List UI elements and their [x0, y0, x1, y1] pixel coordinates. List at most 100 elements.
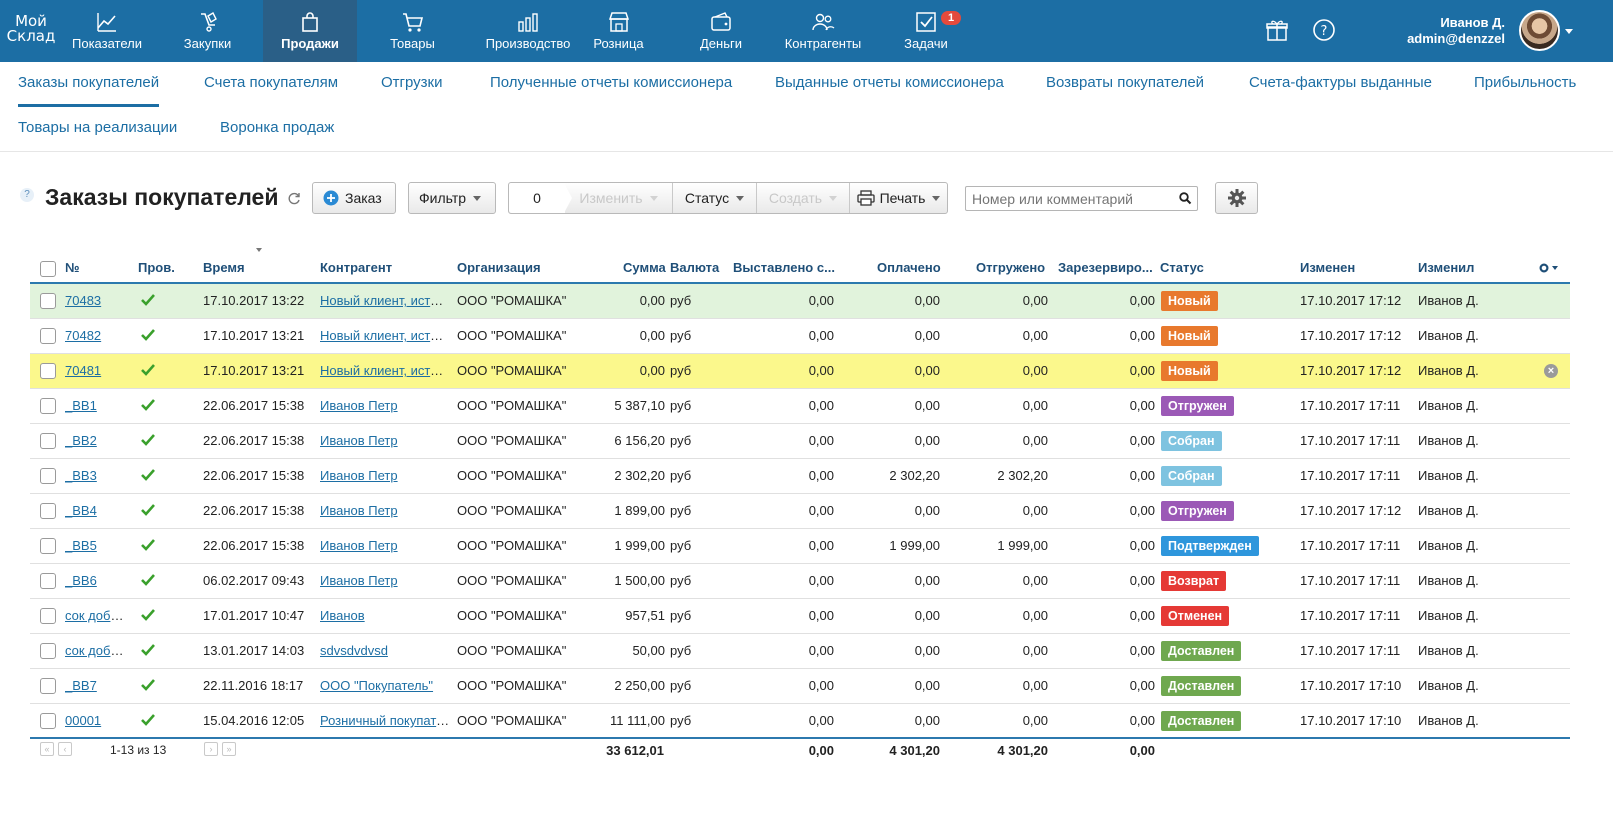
- status-badge[interactable]: Новый: [1161, 361, 1218, 381]
- counterparty-link[interactable]: sdvsdvdvsd: [320, 643, 388, 658]
- status-button[interactable]: Статус: [672, 183, 756, 213]
- nav-item-money[interactable]: Деньги: [690, 0, 752, 62]
- avatar[interactable]: [1519, 10, 1560, 51]
- nav-item-goods[interactable]: Товары: [370, 0, 455, 62]
- row-checkbox[interactable]: [40, 503, 56, 519]
- order-number-link[interactable]: сок добр...: [65, 608, 127, 623]
- nav-item-purchases[interactable]: Закупки: [165, 0, 250, 62]
- order-number-link[interactable]: _BB2: [65, 433, 97, 448]
- row-checkbox[interactable]: [40, 573, 56, 589]
- table-row[interactable]: _BB3 22.06.2017 15:38 Иванов Петр ООО "РОМА…: [30, 459, 1570, 494]
- column-changed[interactable]: Изменен: [1300, 260, 1356, 275]
- counterparty-link[interactable]: Розничный покупате...: [320, 713, 450, 728]
- status-badge[interactable]: Собран: [1161, 431, 1222, 451]
- row-checkbox[interactable]: [40, 608, 56, 624]
- order-number-link[interactable]: _BB4: [65, 503, 97, 518]
- column-changed-by[interactable]: Изменил: [1418, 260, 1475, 275]
- counterparty-link[interactable]: Иванов Петр: [320, 433, 398, 448]
- table-row[interactable]: сок добр... 13.01.2017 14:03 sdvsdvdvsd ООО…: [30, 634, 1570, 669]
- column-time[interactable]: Время: [203, 260, 245, 275]
- status-badge[interactable]: Отгружен: [1161, 501, 1234, 521]
- nav-item-sales[interactable]: Продажи: [263, 0, 357, 62]
- status-badge[interactable]: Доставлен: [1161, 676, 1242, 696]
- counterparty-link[interactable]: Иванов Петр: [320, 398, 398, 413]
- search-icon[interactable]: [1178, 191, 1192, 205]
- nav-item-counterparties[interactable]: Контрагенты: [776, 0, 870, 62]
- order-number-link[interactable]: 70482: [65, 328, 102, 343]
- help-icon[interactable]: ?: [1311, 17, 1337, 43]
- status-badge[interactable]: Доставлен: [1161, 641, 1242, 661]
- filter-button[interactable]: Фильтр: [408, 182, 496, 214]
- column-reserved[interactable]: Зарезервиро...: [1058, 260, 1153, 275]
- order-number-link[interactable]: _BB1: [65, 398, 97, 413]
- row-checkbox[interactable]: [40, 363, 56, 379]
- table-row[interactable]: _BB1 22.06.2017 15:38 Иванов Петр ООО "РОМА…: [30, 389, 1570, 424]
- nav-item-tasks[interactable]: Задачи: [898, 0, 954, 62]
- status-badge[interactable]: Подтвержден: [1161, 536, 1259, 556]
- table-row[interactable]: _BB7 22.11.2016 18:17 ООО "Покупатель" ООО …: [30, 669, 1570, 704]
- tab-customer-returns[interactable]: Возвраты покупателей: [1046, 74, 1205, 91]
- tab-profitability[interactable]: Прибыльность: [1474, 74, 1577, 91]
- order-number-link[interactable]: _BB6: [65, 573, 97, 588]
- order-number-link[interactable]: 70481: [65, 363, 102, 378]
- tab-issued-invoices[interactable]: Счета-фактуры выданные: [1249, 74, 1432, 91]
- order-number-link[interactable]: 70483: [65, 293, 102, 308]
- tab-issued-commission-reports[interactable]: Выданные отчеты комиссионера: [775, 74, 1004, 91]
- row-checkbox[interactable]: [40, 468, 56, 484]
- tab-shipments[interactable]: Отгрузки: [381, 74, 443, 91]
- user-info[interactable]: Иванов Д. admin@denzzel: [1407, 15, 1505, 47]
- table-row[interactable]: _BB6 06.02.2017 09:43 Иванов Петр ООО "РОМА…: [30, 564, 1570, 599]
- row-checkbox[interactable]: [40, 643, 56, 659]
- table-row[interactable]: _BB2 22.06.2017 15:38 Иванов Петр ООО "РОМА…: [30, 424, 1570, 459]
- counterparty-link[interactable]: Новый клиент, источ...: [320, 363, 450, 378]
- column-organization[interactable]: Организация: [457, 260, 541, 275]
- counterparty-link[interactable]: ООО "Покупатель": [320, 678, 434, 693]
- print-button[interactable]: Печать: [849, 183, 947, 213]
- column-status[interactable]: Статус: [1160, 260, 1204, 275]
- table-row[interactable]: 70481 17.10.2017 13:21 Новый клиент, источ…: [30, 354, 1570, 389]
- tab-sales-funnel[interactable]: Воронка продаж: [220, 119, 335, 136]
- order-number-link[interactable]: 00001: [65, 713, 102, 728]
- logo[interactable]: Мой Склад: [6, 14, 56, 44]
- counterparty-link[interactable]: Иванов Петр: [320, 573, 398, 588]
- tab-customer-orders[interactable]: Заказы покупателей: [18, 74, 160, 91]
- search-input[interactable]: [965, 186, 1198, 211]
- nav-item-production[interactable]: Производство: [468, 0, 588, 62]
- status-badge[interactable]: Отгружен: [1161, 396, 1234, 416]
- row-checkbox[interactable]: [40, 398, 56, 414]
- first-page-icon[interactable]: «: [40, 742, 54, 756]
- table-row[interactable]: _BB5 22.06.2017 15:38 Иванов Петр ООО "РОМА…: [30, 529, 1570, 564]
- status-badge[interactable]: Новый: [1161, 326, 1218, 346]
- table-row[interactable]: 00001 15.04.2016 12:05 Розничный покупате.…: [30, 704, 1570, 739]
- column-posted[interactable]: Пров.: [138, 260, 175, 275]
- help-question-icon[interactable]: ?: [20, 188, 34, 202]
- table-row[interactable]: 70482 17.10.2017 13:21 Новый клиент, источ…: [30, 319, 1570, 354]
- create-button[interactable]: Создать: [756, 183, 849, 213]
- row-checkbox[interactable]: [40, 678, 56, 694]
- counterparty-link[interactable]: Иванов Петр: [320, 503, 398, 518]
- gift-icon[interactable]: [1264, 17, 1290, 43]
- status-badge[interactable]: Возврат: [1161, 571, 1227, 591]
- column-currency[interactable]: Валюта: [670, 260, 720, 275]
- row-checkbox[interactable]: [40, 328, 56, 344]
- tab-consignment-goods[interactable]: Товары на реализации: [18, 119, 178, 136]
- last-page-icon[interactable]: »: [222, 742, 236, 756]
- change-button[interactable]: Изменить: [565, 183, 672, 213]
- tab-received-commission-reports[interactable]: Полученные отчеты комиссионера: [490, 74, 733, 91]
- tab-customer-invoices[interactable]: Счета покупателям: [204, 74, 339, 91]
- counterparty-link[interactable]: Новый клиент, источ...: [320, 293, 450, 308]
- order-number-link[interactable]: _BB3: [65, 468, 97, 483]
- order-number-link[interactable]: _BB5: [65, 538, 97, 553]
- counterparty-link[interactable]: Иванов Петр: [320, 538, 398, 553]
- counterparty-link[interactable]: Новый клиент, источ...: [320, 328, 450, 343]
- nav-item-indicators[interactable]: Показатели: [62, 0, 152, 62]
- counterparty-link[interactable]: Иванов: [320, 608, 365, 623]
- column-sum[interactable]: Сумма: [623, 260, 666, 275]
- order-number-link[interactable]: сок добр...: [65, 643, 127, 658]
- order-number-link[interactable]: _BB7: [65, 678, 97, 693]
- column-paid[interactable]: Оплачено: [877, 260, 941, 275]
- row-checkbox[interactable]: [40, 433, 56, 449]
- settings-button[interactable]: [1215, 182, 1258, 214]
- prev-page-icon[interactable]: ‹: [58, 742, 72, 756]
- status-badge[interactable]: Новый: [1161, 291, 1218, 311]
